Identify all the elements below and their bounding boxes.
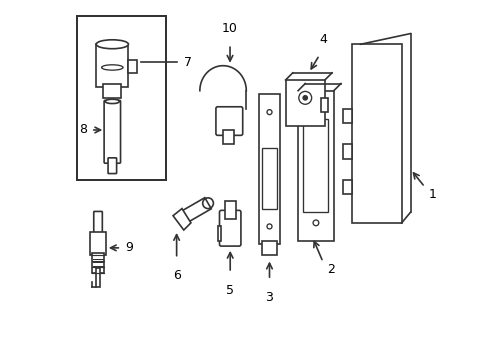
Ellipse shape	[96, 40, 128, 49]
FancyBboxPatch shape	[285, 80, 324, 126]
Circle shape	[303, 96, 307, 100]
FancyBboxPatch shape	[96, 44, 128, 87]
Bar	[342, 144, 351, 158]
FancyBboxPatch shape	[104, 100, 121, 163]
Text: 6: 6	[172, 269, 180, 282]
FancyBboxPatch shape	[92, 253, 103, 273]
Ellipse shape	[102, 65, 123, 70]
FancyBboxPatch shape	[90, 232, 106, 255]
Text: 9: 9	[124, 241, 132, 255]
Bar	[321, 98, 328, 112]
Bar	[342, 180, 351, 194]
Text: 3: 3	[265, 291, 273, 304]
FancyBboxPatch shape	[96, 267, 100, 287]
FancyBboxPatch shape	[298, 91, 333, 241]
Text: 5: 5	[226, 284, 234, 297]
Polygon shape	[173, 208, 190, 230]
Text: 4: 4	[319, 33, 326, 46]
Text: 8: 8	[79, 123, 87, 136]
Bar	[342, 109, 351, 123]
FancyBboxPatch shape	[258, 94, 280, 244]
FancyBboxPatch shape	[77, 16, 165, 180]
Ellipse shape	[105, 99, 119, 104]
FancyBboxPatch shape	[303, 119, 328, 212]
FancyBboxPatch shape	[262, 148, 276, 208]
Text: 10: 10	[222, 22, 238, 35]
FancyBboxPatch shape	[223, 130, 233, 144]
FancyBboxPatch shape	[216, 107, 242, 135]
Bar	[128, 60, 137, 73]
Bar	[262, 241, 276, 255]
FancyBboxPatch shape	[217, 226, 221, 241]
FancyBboxPatch shape	[103, 84, 121, 98]
Text: 7: 7	[183, 55, 191, 69]
FancyBboxPatch shape	[351, 44, 401, 223]
FancyBboxPatch shape	[94, 211, 102, 234]
Text: 2: 2	[326, 263, 334, 276]
Text: 1: 1	[427, 188, 435, 201]
FancyBboxPatch shape	[219, 210, 241, 246]
FancyBboxPatch shape	[108, 158, 116, 174]
Polygon shape	[177, 198, 211, 225]
FancyBboxPatch shape	[224, 202, 235, 219]
